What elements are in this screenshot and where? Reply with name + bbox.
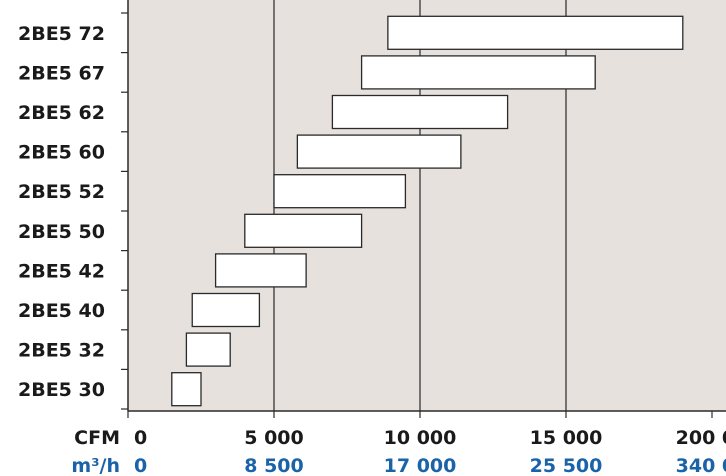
- y-axis: [121, 0, 129, 411]
- range-bar: [273, 174, 407, 209]
- range-bar: [296, 134, 462, 169]
- m3h-unit-label: m³/h: [71, 455, 120, 476]
- category-label: 2BE5 72: [18, 23, 105, 45]
- m3h-tick-label: 340 00: [676, 455, 726, 476]
- category-label: 2BE5 60: [18, 142, 105, 164]
- cfm-tick-label: 10 000: [384, 427, 457, 449]
- category-label: 2BE5 52: [18, 181, 105, 203]
- cfm-tick-label: 0: [134, 427, 147, 449]
- range-bar: [360, 55, 596, 90]
- category-label: 2BE5 50: [18, 221, 105, 243]
- range-bar: [387, 15, 684, 50]
- cfm-tick-label: 15 000: [530, 427, 603, 449]
- range-bar: [331, 94, 509, 130]
- m3h-tick-label: 25 500: [530, 455, 603, 476]
- category-label: 2BE5 62: [18, 102, 105, 124]
- range-bar: [244, 213, 363, 248]
- range-bar: [214, 253, 307, 288]
- range-bars: [171, 15, 684, 407]
- axis-labels: 2BE5 72 2BE5 67 2BE5 62 2BE5 60 2BE5 52 2BE5 …: [18, 23, 726, 476]
- cfm-tick-label: 5 000: [244, 427, 304, 449]
- category-label: 2BE5 32: [18, 340, 105, 362]
- category-label: 2BE5 42: [18, 260, 105, 282]
- range-bar: [171, 372, 202, 407]
- m3h-tick-label: 17 000: [384, 455, 457, 476]
- cfm-tick-label: 200 00: [676, 427, 726, 449]
- range-bar: [185, 332, 231, 367]
- range-bar: [191, 292, 261, 328]
- m3h-tick-label: 8 500: [244, 455, 304, 476]
- x-axis: [127, 410, 726, 418]
- cfm-unit-label: CFM: [74, 427, 120, 449]
- category-label: 2BE5 40: [18, 300, 105, 322]
- m3h-tick-label: 0: [134, 455, 147, 476]
- category-label: 2BE5 67: [18, 62, 105, 84]
- category-label: 2BE5 30: [18, 379, 105, 401]
